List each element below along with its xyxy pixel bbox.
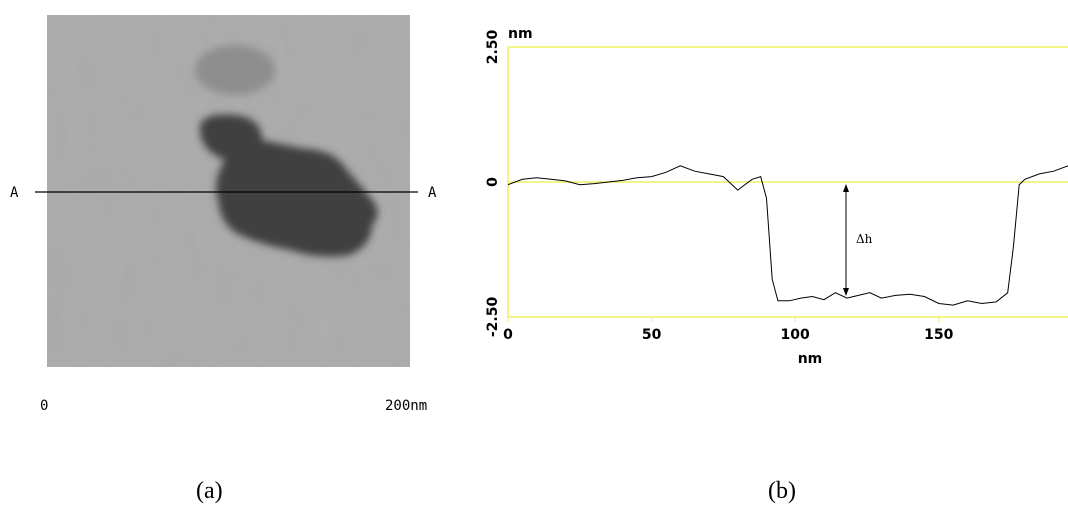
y-tick-label: -2.50 (485, 297, 501, 338)
x-tick-label: 150 (924, 327, 953, 343)
section-marker: A (428, 185, 437, 201)
scale-label: 0 (40, 398, 48, 414)
profile-line (507, 165, 1068, 306)
x-unit: nm (798, 351, 823, 367)
y-tick-label: 0 (485, 177, 501, 187)
annotation: Δh (856, 232, 873, 246)
y-unit: nm (508, 26, 533, 42)
y-tick-label: 2.50 (485, 29, 501, 64)
x-tick-label: 100 (781, 327, 810, 343)
caption: (a) (196, 478, 223, 504)
section-marker: A (10, 185, 19, 201)
afm-image (47, 15, 410, 367)
scale-label: 200nm (385, 398, 427, 414)
x-tick-label: 50 (642, 327, 662, 343)
x-tick-label: 0 (503, 327, 513, 343)
caption: (b) (768, 478, 796, 504)
